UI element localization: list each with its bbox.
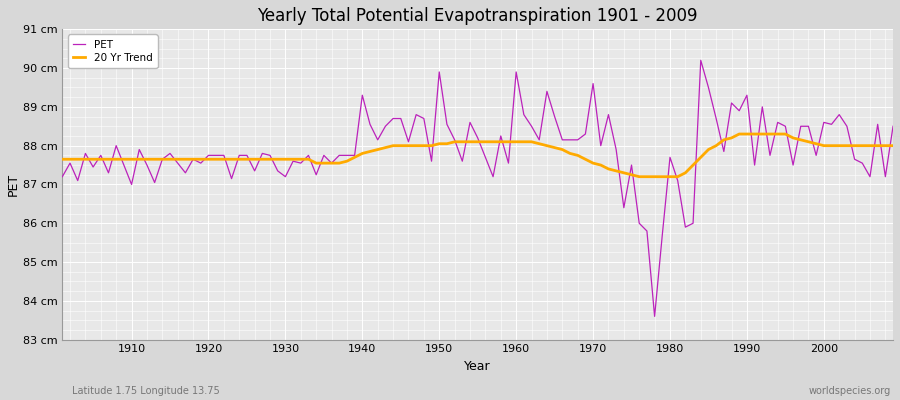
20 Yr Trend xyxy=(634,174,644,179)
PET xyxy=(334,153,345,158)
Y-axis label: PET: PET xyxy=(7,173,20,196)
20 Yr Trend xyxy=(57,157,68,162)
20 Yr Trend xyxy=(603,166,614,171)
PET xyxy=(696,58,706,63)
20 Yr Trend xyxy=(511,139,522,144)
20 Yr Trend xyxy=(503,139,514,144)
X-axis label: Year: Year xyxy=(464,360,491,373)
20 Yr Trend xyxy=(734,132,744,136)
PET xyxy=(288,159,299,164)
PET xyxy=(57,174,68,179)
Text: worldspecies.org: worldspecies.org xyxy=(809,386,891,396)
PET xyxy=(887,124,898,129)
20 Yr Trend xyxy=(334,161,345,166)
20 Yr Trend xyxy=(288,157,299,162)
Title: Yearly Total Potential Evapotranspiration 1901 - 2009: Yearly Total Potential Evapotranspiratio… xyxy=(257,7,698,25)
Legend: PET, 20 Yr Trend: PET, 20 Yr Trend xyxy=(68,34,158,68)
PET xyxy=(603,112,614,117)
Line: 20 Yr Trend: 20 Yr Trend xyxy=(62,134,893,177)
PET xyxy=(119,163,130,168)
Text: Latitude 1.75 Longitude 13.75: Latitude 1.75 Longitude 13.75 xyxy=(72,386,220,396)
20 Yr Trend xyxy=(119,157,130,162)
20 Yr Trend xyxy=(887,143,898,148)
Line: PET: PET xyxy=(62,60,893,316)
PET xyxy=(503,161,514,166)
PET xyxy=(649,314,660,319)
PET xyxy=(511,70,522,74)
